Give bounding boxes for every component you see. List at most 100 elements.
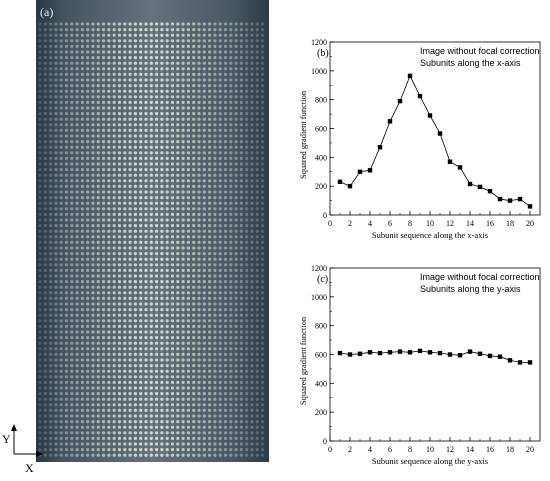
chart-b-y-tick-label: 600	[315, 125, 327, 134]
chart-c-data-point	[497, 354, 503, 359]
chart-c-data-point	[397, 349, 403, 354]
chart-b-y-tick-label: 1000	[311, 67, 327, 76]
chart-b-x-tick-label: 6	[388, 219, 392, 228]
chart-c-data-point	[337, 350, 343, 356]
chart-b-data-point	[517, 196, 523, 202]
chart-b-x-tick-label: 4	[368, 219, 372, 228]
chart-b-data-point	[457, 165, 463, 170]
chart-b-data-point	[377, 145, 383, 150]
chart-c-data-point	[517, 360, 523, 365]
chart-c-data-point	[367, 350, 373, 355]
chart-b-data-point	[337, 179, 343, 184]
chart-c-data-point	[457, 353, 463, 358]
chart-b-y-tick-label: 1200	[311, 38, 327, 47]
chart-c-x-tick-label: 6	[388, 445, 392, 454]
chart-c-x-tick-label: 20	[526, 445, 534, 454]
chart-b-data-point	[407, 73, 413, 79]
chart-b-data-point	[497, 196, 503, 202]
chart-b-y-axis-label: Squared gradient function	[298, 90, 308, 179]
chart-b-data-point	[447, 159, 453, 164]
chart-b-y-tick-label: 800	[315, 96, 327, 105]
chart-b-data-point	[467, 181, 473, 187]
chart-c-x-tick-label: 18	[506, 445, 514, 454]
chart-c-x-tick-label: 14	[466, 445, 474, 454]
chart-c-y-tick-label: 200	[315, 408, 327, 417]
panel-a-label: (a)	[40, 5, 53, 19]
chart-c-legend-line-2: Subunits along the y-axis	[420, 284, 521, 294]
chart-c-y-tick-label: 1000	[311, 293, 327, 302]
chart-b-x-axis-label: Subunit sequence along the x-axis	[372, 230, 488, 240]
chart-c-y-tick-label: 400	[315, 379, 327, 388]
chart-c-data-point	[507, 358, 513, 363]
chart-c-panel-label: (c)	[317, 274, 328, 285]
chart-b-x-tick-label: 12	[446, 219, 454, 228]
chart-b-data-point	[347, 184, 353, 189]
chart-b-data-point	[417, 93, 423, 99]
chart-b-y-tick-label: 200	[315, 182, 327, 191]
x-axis-indicator-label: X	[25, 461, 34, 475]
chart-c-data-point	[427, 350, 433, 355]
chart-c-x-tick-label: 12	[446, 445, 454, 454]
chart-c-data-point	[447, 352, 453, 357]
chart-c-x-tick-label: 16	[486, 445, 494, 454]
chart-b-legend-line-1: Image without focal correction	[420, 46, 540, 56]
chart-b-x-tick-label: 18	[506, 219, 514, 228]
chart-c-data-point	[357, 351, 363, 356]
chart-c-data-point	[477, 351, 483, 356]
chart-c-data-point	[527, 360, 533, 365]
chart-b-data-point	[367, 168, 373, 173]
x-arrowhead-icon	[36, 451, 43, 457]
chart-b-x-tick-label: 20	[526, 219, 534, 228]
chart-b-data-point	[387, 119, 393, 124]
chart-c-data-point	[407, 350, 413, 355]
chart-c-y-tick-label: 600	[315, 351, 327, 360]
chart-b-x-tick-label: 2	[348, 219, 352, 228]
chart-c-x-tick-label: 8	[408, 445, 412, 454]
chart-c-series	[337, 348, 533, 365]
microarray-edge-shade	[36, 0, 269, 462]
chart-b-legend-line-2: Subunits along the x-axis	[420, 58, 521, 68]
chart-b-data-point	[527, 204, 533, 209]
chart-c-data-point	[387, 350, 393, 355]
chart-b-data-point	[477, 184, 483, 190]
chart-c-legend-line-1: Image without focal correction	[420, 272, 540, 282]
chart-c-x-axis-label: Subunit sequence along the y-axis	[372, 456, 488, 466]
chart-c-x-tick-label: 4	[368, 445, 372, 454]
chart-b-x-tick-label: 10	[426, 219, 434, 228]
chart-b-data-point	[427, 113, 433, 118]
chart-c-data-point	[487, 353, 493, 359]
chart-c-y-tick-label: 1200	[311, 264, 327, 273]
microarray-image-panel: (a) Y X	[2, 0, 269, 475]
chart-b-data-point	[357, 169, 363, 174]
chart-c-data-point	[377, 350, 383, 356]
chart-b-data-point	[397, 98, 403, 104]
chart-c-x-tick-label: 0	[328, 445, 332, 454]
chart-c-x-tick-label: 2	[348, 445, 352, 454]
chart-c-data-point	[347, 352, 353, 357]
chart-b-data-point	[437, 131, 443, 136]
chart-c-y-tick-label: 800	[315, 322, 327, 331]
chart-b-series-line	[339, 74, 531, 207]
y-axis-indicator-label: Y	[2, 432, 11, 446]
chart-c-y-axis-label: Squared gradient function	[298, 316, 308, 405]
chart-b-data-point	[507, 198, 513, 203]
chart-b-panel-label: (b)	[317, 48, 329, 59]
chart-b-x-tick-label: 14	[466, 219, 474, 228]
chart-b-data-point	[487, 189, 493, 194]
chart-b-series	[337, 73, 533, 209]
chart-c-data-point	[467, 349, 473, 354]
chart-c-data-point	[437, 350, 443, 356]
xy-axis-indicator: Y X	[2, 424, 43, 475]
chart-c-x-tick-label: 10	[426, 445, 434, 454]
chart-c-data-point	[417, 348, 423, 354]
chart-b-y-tick-label: 400	[315, 153, 327, 162]
chart-b-x-tick-label: 0	[328, 219, 332, 228]
chart-c-y-tick-label: 0	[323, 437, 327, 446]
chart-b-x-tick-label: 8	[408, 219, 412, 228]
chart-b-x-tick-label: 16	[486, 219, 494, 228]
chart-b-y-tick-label: 0	[323, 211, 327, 220]
